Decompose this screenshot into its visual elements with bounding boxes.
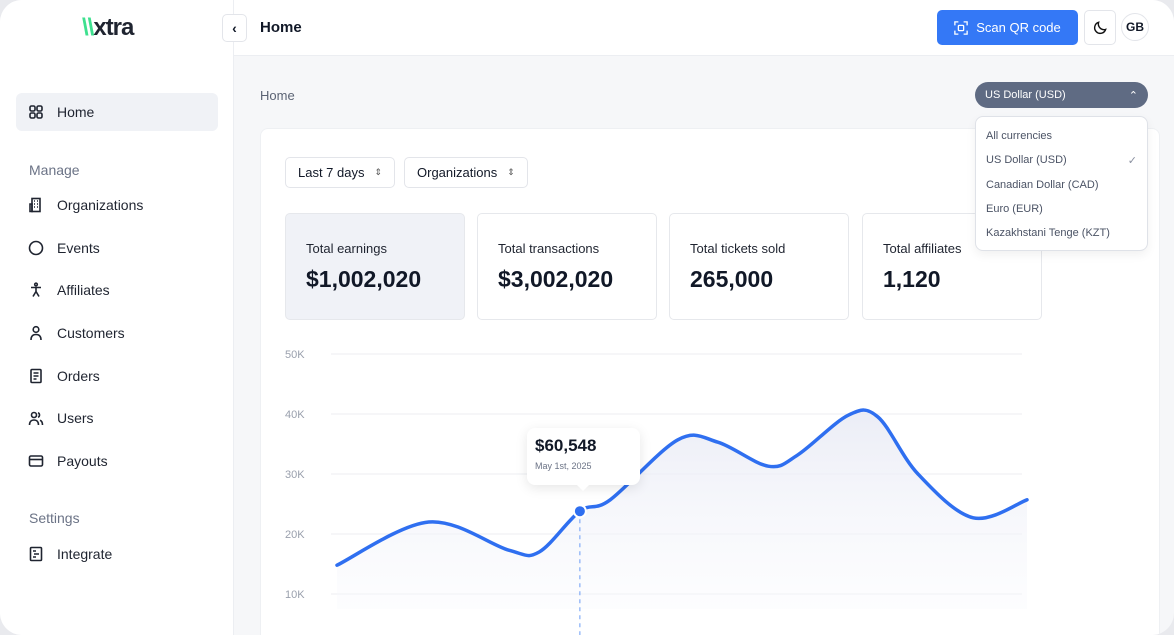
- option-label: All currencies: [986, 130, 1053, 143]
- scan-qr-button[interactable]: Scan QR code: [937, 10, 1078, 45]
- y-tick-label: 50K: [285, 349, 305, 361]
- updown-chevron-icon: ⇕: [374, 167, 383, 177]
- stat-label: Total earnings: [306, 241, 387, 256]
- currency-select[interactable]: US Dollar (USD) ⌃: [975, 82, 1148, 108]
- chart-line: [335, 408, 1029, 567]
- currency-option-kzt[interactable]: Kazakhstani Tenge (KZT): [976, 221, 1147, 245]
- tooltip-date: May 1st, 2025: [535, 461, 592, 471]
- option-label: Canadian Dollar (CAD): [986, 178, 1099, 191]
- stat-total-tickets[interactable]: Total tickets sold 265,000: [669, 213, 849, 320]
- currency-option-usd[interactable]: US Dollar (USD) ✓: [976, 148, 1147, 172]
- check-icon: ✓: [1127, 154, 1137, 167]
- sidebar-item-label: Affiliates: [57, 282, 110, 298]
- circle-icon: [28, 240, 44, 256]
- tooltip-value: $60,548: [535, 436, 597, 455]
- stat-value: 265,000: [690, 266, 774, 292]
- logo[interactable]: \\xtra: [82, 14, 134, 41]
- stat-total-earnings[interactable]: Total earnings $1,002,020: [285, 213, 465, 320]
- building-icon: [29, 197, 41, 213]
- chart-tooltip: $60,548 May 1st, 2025: [527, 428, 640, 491]
- sidebar-item-orders[interactable]: Orders: [16, 357, 218, 395]
- integrate-icon: [29, 546, 43, 562]
- scan-qr-label: Scan QR code: [976, 20, 1061, 35]
- page-title: Home: [260, 19, 302, 36]
- stat-value: 1,120: [883, 266, 941, 292]
- option-label: Euro (EUR): [986, 203, 1043, 216]
- section-settings: Settings: [29, 510, 80, 526]
- chevron-left-icon: ‹: [232, 20, 237, 36]
- stat-label: Total transactions: [498, 241, 600, 256]
- sidebar-item-label: Customers: [57, 325, 125, 341]
- stat-value: $1,002,020: [306, 266, 422, 292]
- y-tick-label: 30K: [285, 469, 305, 481]
- updown-chevron-icon: ⇕: [507, 167, 515, 177]
- sidebar-item-label: Events: [57, 240, 100, 256]
- stat-total-transactions[interactable]: Total transactions $3,002,020: [477, 213, 657, 320]
- sidebar-item-label: Organizations: [57, 197, 144, 213]
- logo-text: xtra: [93, 14, 134, 41]
- currency-option-all[interactable]: All currencies: [976, 124, 1147, 148]
- highlighted-data-point[interactable]: [572, 504, 587, 519]
- sidebar-item-payouts[interactable]: Payouts: [16, 442, 218, 480]
- user-avatar[interactable]: GB: [1121, 13, 1149, 41]
- period-value: Last 7 days: [298, 165, 365, 180]
- document-icon: [30, 368, 42, 384]
- sidebar-item-label: Orders: [57, 368, 100, 384]
- moon-icon: [1093, 21, 1107, 35]
- currency-option-eur[interactable]: Euro (EUR): [976, 197, 1147, 221]
- sidebar-item-label: Home: [57, 104, 95, 120]
- sidebar-item-label: Payouts: [57, 453, 108, 469]
- scope-value: Organizations: [417, 165, 498, 180]
- sidebar-item-organizations[interactable]: Organizations: [16, 186, 218, 224]
- y-tick-label: 40K: [285, 409, 305, 421]
- currency-dropdown: All currencies US Dollar (USD) ✓ Canadian…: [975, 116, 1148, 251]
- y-tick-label: 10K: [285, 589, 305, 601]
- section-manage: Manage: [29, 162, 80, 178]
- sidebar-item-label: Users: [57, 410, 94, 426]
- period-select[interactable]: Last 7 days ⇕: [285, 157, 396, 188]
- stat-label: Total tickets sold: [690, 241, 786, 256]
- sidebar-item-events[interactable]: Events: [16, 229, 218, 267]
- qr-scan-icon: [954, 20, 968, 35]
- chevron-up-icon: ⌃: [1128, 89, 1138, 102]
- sidebar-item-customers[interactable]: Customers: [16, 314, 218, 352]
- users-icon: [28, 411, 44, 426]
- sidebar-item-users[interactable]: Users: [16, 399, 218, 437]
- grid-icon: [29, 105, 43, 119]
- sidebar-item-affiliates[interactable]: Affiliates: [16, 271, 218, 309]
- sidebar-item-home[interactable]: Home: [16, 93, 218, 131]
- currency-option-cad[interactable]: Canadian Dollar (CAD): [976, 173, 1147, 197]
- earnings-chart: 10K 20K 30K 40K 50K: [285, 349, 1029, 635]
- user-icon: [30, 325, 42, 341]
- theme-toggle-button[interactable]: [1084, 10, 1116, 45]
- option-label: US Dollar (USD): [986, 154, 1067, 167]
- stat-label: Total affiliates: [883, 241, 962, 256]
- person-icon: [31, 282, 41, 297]
- sidebar: \\xtra Home Manage Organizations Events …: [0, 0, 234, 635]
- stat-value: $3,002,020: [498, 266, 614, 292]
- option-label: Kazakhstani Tenge (KZT): [986, 227, 1110, 240]
- scope-select[interactable]: Organizations ⇕: [404, 157, 528, 188]
- y-tick-label: 20K: [285, 529, 305, 541]
- breadcrumb[interactable]: Home: [260, 88, 295, 103]
- sidebar-item-label: Integrate: [57, 546, 113, 562]
- currency-selected: US Dollar (USD): [985, 89, 1066, 101]
- chart-area: [337, 410, 1027, 609]
- sidebar-item-integrate[interactable]: Integrate: [16, 535, 218, 573]
- collapse-sidebar-button[interactable]: ‹: [222, 14, 247, 42]
- card-icon: [28, 455, 44, 467]
